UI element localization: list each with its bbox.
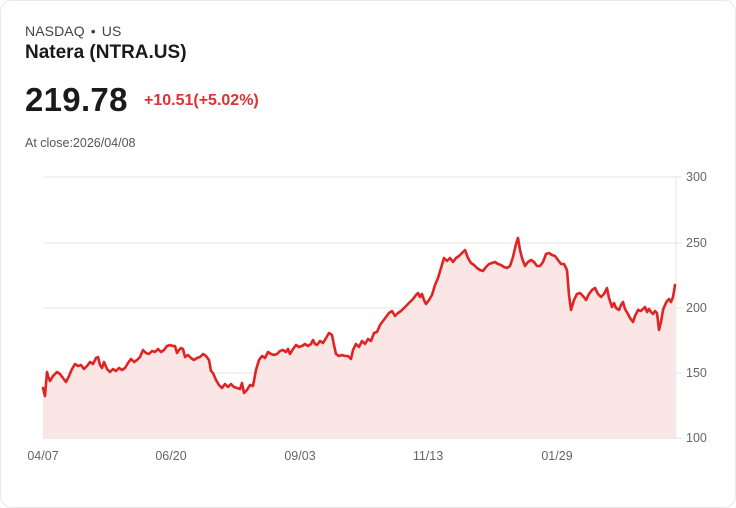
y-tick-150: 150 xyxy=(686,366,707,380)
x-tick-0129: 01/29 xyxy=(541,449,572,463)
separator-dot: • xyxy=(90,23,96,39)
region-label: US xyxy=(101,23,122,39)
stock-name: Natera (NTRA.US) xyxy=(25,42,187,63)
y-tick-100: 100 xyxy=(686,431,707,445)
y-tick-300: 300 xyxy=(686,170,707,184)
x-tick-0620: 06/20 xyxy=(155,449,186,463)
y-tick-200: 200 xyxy=(686,301,707,315)
close-date: At close:2026/04/08 xyxy=(25,136,136,150)
area-fill xyxy=(43,238,675,438)
price-change: +10.51(+5.02%) xyxy=(144,92,259,109)
x-tick-0903: 09/03 xyxy=(284,449,315,463)
price-line xyxy=(41,236,677,398)
y-axis-labels: 300 250 200 150 100 xyxy=(686,170,707,445)
x-tick-0407: 04/07 xyxy=(27,449,58,463)
exchange-label: NASDAQ xyxy=(25,23,85,39)
exchange-line: NASDAQ • US xyxy=(25,23,121,39)
x-tick-1113: 11/13 xyxy=(413,449,443,463)
stock-price: 219.78 xyxy=(25,81,128,118)
y-tick-250: 250 xyxy=(686,236,707,250)
x-axis-labels: 04/07 06/20 09/03 11/13 01/29 xyxy=(27,449,572,463)
